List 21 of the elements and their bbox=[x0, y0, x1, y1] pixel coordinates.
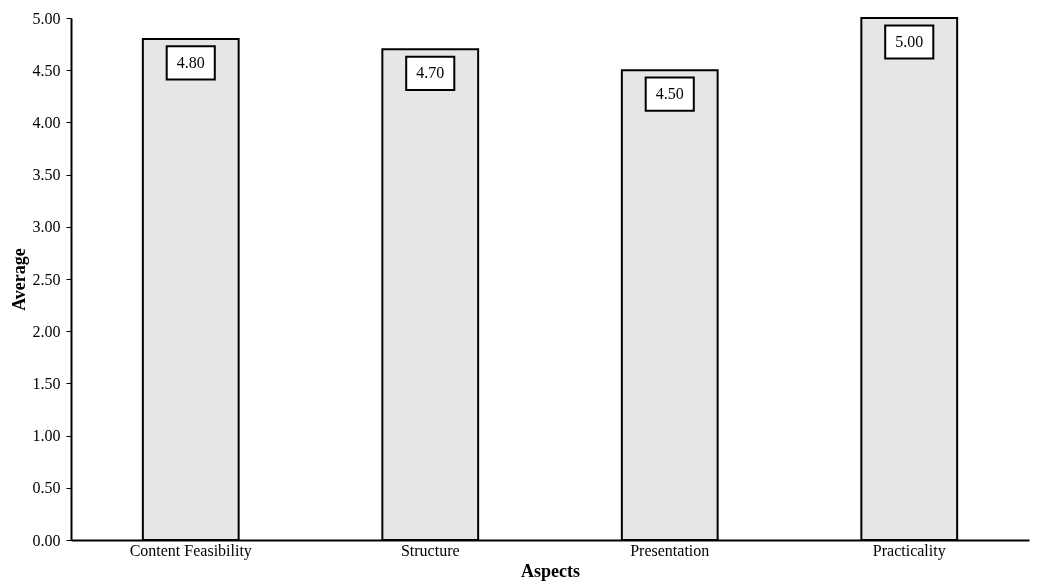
x-axis-title: Aspects bbox=[521, 560, 580, 581]
x-tick-label: Presentation bbox=[630, 541, 710, 559]
y-tick-label: 2.00 bbox=[32, 322, 61, 340]
data-label: 4.80 bbox=[176, 53, 205, 71]
x-tick-label: Content Feasibility bbox=[129, 541, 252, 560]
y-tick-label: 5.00 bbox=[32, 9, 61, 27]
y-axis-title: Average bbox=[8, 248, 29, 311]
x-tick-label: Structure bbox=[400, 541, 460, 559]
y-tick-label: 4.50 bbox=[32, 61, 61, 79]
y-tick-label: 4.00 bbox=[32, 113, 61, 131]
y-tick-label: 3.00 bbox=[32, 218, 61, 236]
y-tick-label: 3.50 bbox=[32, 166, 61, 184]
data-label: 4.70 bbox=[416, 64, 445, 82]
data-label: 4.50 bbox=[655, 85, 684, 103]
x-tick-label: Practicality bbox=[872, 541, 946, 560]
y-tick-label: 0.50 bbox=[32, 479, 61, 497]
y-tick-label: 2.50 bbox=[32, 270, 61, 288]
y-tick-label: 1.50 bbox=[32, 374, 61, 392]
data-label: 5.00 bbox=[895, 33, 924, 50]
y-tick-label: 1.00 bbox=[32, 427, 61, 445]
y-tick-label: 0.00 bbox=[32, 531, 61, 549]
